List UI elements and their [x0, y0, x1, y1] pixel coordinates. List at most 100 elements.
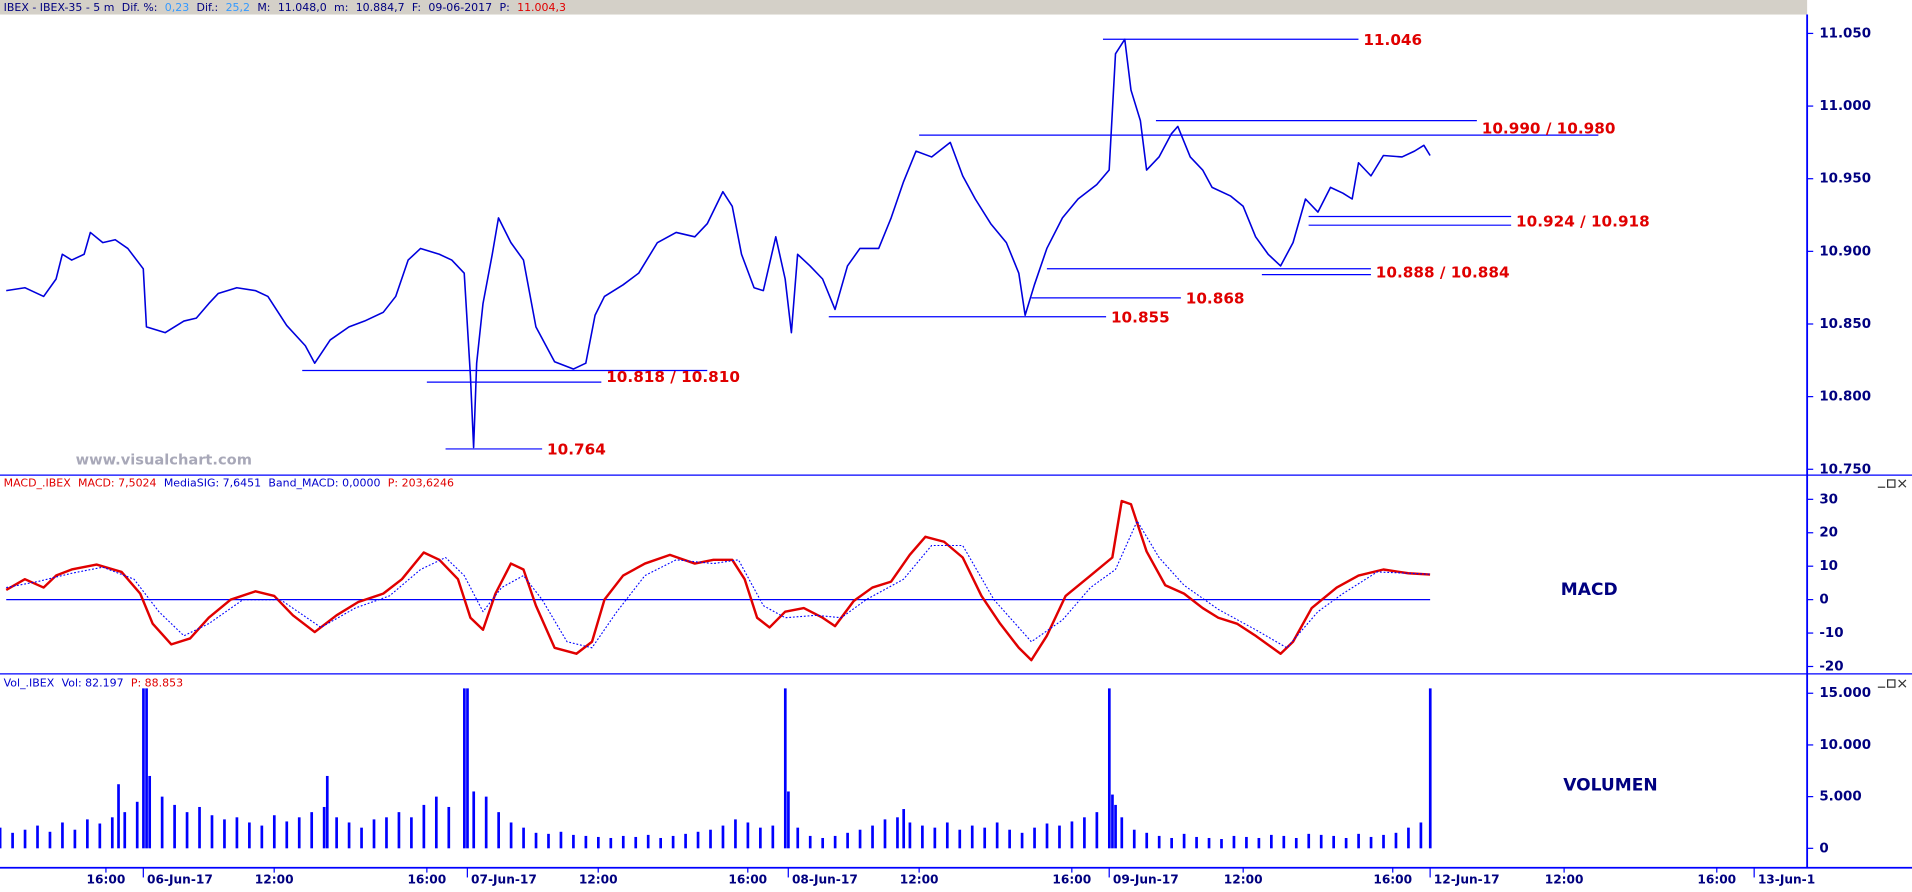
volume-bar	[410, 817, 413, 849]
volume-bar	[1282, 835, 1286, 849]
volume-bar	[347, 822, 351, 849]
volume-bar	[1111, 794, 1114, 849]
volume-bar	[771, 825, 775, 849]
y-tick-label: -20	[1819, 660, 1843, 675]
volume-bar	[659, 837, 663, 849]
volume-bar	[117, 784, 120, 849]
volume-bar	[325, 775, 329, 849]
level-label: 10.868	[1186, 290, 1245, 308]
x-tick-label: 16:00	[407, 872, 446, 886]
volume-bar	[223, 819, 226, 849]
x-tick-label: 12:00	[1545, 872, 1584, 886]
header-text: MACD_.IBEX MACD: 7,5024 MediaSIG: 7,6451 Ba…	[4, 477, 454, 490]
volume-bar	[684, 833, 687, 849]
volume-bar	[1332, 835, 1336, 849]
volume-bar	[1120, 817, 1124, 849]
volume-bar	[759, 827, 762, 849]
x-tick-label: 12-Jun-17	[1434, 872, 1500, 886]
header-bar	[0, 0, 1808, 15]
header-item: P: 88.853	[131, 677, 183, 690]
plot-area	[6, 38, 1431, 449]
volume-bar	[921, 825, 924, 849]
close-button[interactable]	[1898, 679, 1907, 688]
volume-bar	[995, 822, 999, 849]
volume-bar	[142, 688, 145, 849]
x-tick-label: 06-Jun-17	[147, 872, 213, 886]
series-line	[6, 38, 1431, 449]
volume-bar	[1294, 837, 1298, 849]
header-item: IBEX - IBEX-35 - 5 m	[4, 1, 115, 14]
volume-bar	[36, 825, 39, 849]
volume-bar	[983, 827, 987, 849]
volume-bar	[970, 825, 974, 849]
volume-bar	[272, 815, 276, 849]
y-tick-label: -10	[1819, 626, 1843, 641]
close-button[interactable]	[1898, 479, 1907, 488]
level-label: 10.855	[1111, 308, 1170, 326]
volume-bar	[1369, 836, 1373, 849]
level-label: 10.764	[547, 441, 606, 459]
window-buttons[interactable]	[1877, 479, 1907, 688]
header-item: 10.884,7	[356, 1, 405, 14]
volume-bar	[1157, 835, 1161, 849]
y-tick-label: 11.000	[1819, 99, 1871, 114]
volume-bar	[285, 821, 289, 849]
level-label: 10.818 / 10.810	[606, 368, 740, 386]
volume-bar	[646, 834, 650, 849]
x-tick-label: 08-Jun-17	[792, 872, 858, 886]
header-item: MACD_.IBEX	[4, 477, 72, 490]
volume-bar	[621, 835, 625, 849]
volume-bar	[559, 831, 563, 849]
level-label: 10.888 / 10.884	[1376, 263, 1510, 281]
volume-bar	[463, 688, 466, 849]
volume-bar	[110, 817, 114, 849]
volume-bar	[48, 831, 52, 849]
volume-bar	[322, 806, 326, 849]
y-tick-label: 15.000	[1819, 686, 1871, 701]
volume-bar	[1407, 827, 1410, 849]
volume-bar	[796, 827, 800, 849]
y-tick-label: 11.050	[1819, 26, 1871, 41]
volume-bar	[1058, 825, 1061, 849]
volume-bar	[1095, 812, 1099, 849]
series-line	[5, 499, 1431, 662]
volume-bar	[148, 775, 152, 849]
volume-bar	[896, 817, 899, 849]
plot-area	[5, 499, 1431, 662]
x-tick-label: 12:00	[579, 872, 618, 886]
header-item: MediaSIG: 7,6451	[164, 477, 261, 490]
volume-bar	[933, 827, 937, 849]
header-item: P: 203,6246	[388, 477, 454, 490]
volume-bar	[1232, 835, 1236, 849]
volume-bar	[248, 822, 251, 849]
volume-bar	[1220, 839, 1223, 849]
volume-bar	[1428, 688, 1432, 849]
volume-bar	[210, 815, 214, 849]
volume-bar	[123, 812, 127, 849]
volume-bar	[858, 829, 862, 849]
maximize-button[interactable]	[1887, 479, 1896, 488]
x-tick-label: 12:00	[1224, 872, 1263, 886]
watermark: www.visualchart.com	[76, 452, 252, 469]
y-tick-label: 10.950	[1819, 172, 1871, 187]
volume-bar	[572, 834, 575, 849]
volume-bar	[696, 831, 700, 849]
y-tick-label: 30	[1819, 492, 1838, 507]
volume-bar	[871, 825, 874, 849]
volume-bar	[0, 827, 2, 849]
volume-bar	[73, 829, 77, 849]
header-item: Band_MACD: 0,0000	[268, 477, 380, 490]
volume-bar	[1033, 827, 1036, 849]
volume-bar	[1145, 832, 1149, 849]
maximize-button[interactable]	[1887, 679, 1896, 688]
volume-bar	[185, 812, 189, 849]
volume-bar	[584, 835, 588, 849]
volume-bar	[547, 833, 550, 849]
volume-bar	[833, 835, 837, 849]
x-tick-label: 07-Jun-17	[471, 872, 537, 886]
volume-bar	[671, 835, 675, 849]
header-item: Dif. %:	[122, 1, 158, 14]
header-item: P:	[499, 1, 509, 14]
